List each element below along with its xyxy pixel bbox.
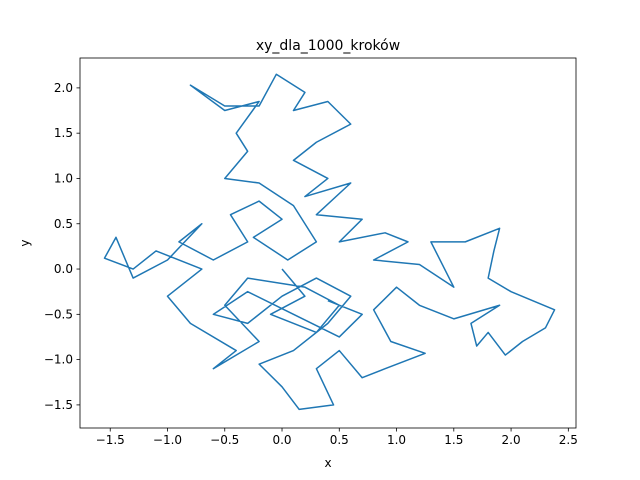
y-tick-label: −1.5 [44, 398, 73, 412]
data-line [103, 73, 556, 411]
x-tick-label: −1.0 [153, 433, 182, 447]
x-tick-label: 0.0 [272, 433, 291, 447]
y-tick-label: −0.5 [44, 307, 73, 321]
x-tick-label: 2.0 [502, 433, 521, 447]
x-tick-label: −1.5 [96, 433, 125, 447]
x-tick-label: 1.5 [444, 433, 463, 447]
chart-title: xy_dla_1000_kroków [256, 38, 400, 54]
plot-frame [79, 57, 577, 429]
x-axis-label: x [324, 456, 331, 470]
x-tick-label: −0.5 [210, 433, 239, 447]
y-tick-label: 1.5 [54, 126, 73, 140]
x-tick-label: 2.5 [559, 433, 578, 447]
y-tick-label: 0.0 [54, 262, 73, 276]
y-tick-label: 0.5 [54, 217, 73, 231]
y-tick-label: 1.0 [54, 171, 73, 185]
y-axis-label: y [18, 239, 32, 246]
y-tick-label: 2.0 [54, 81, 73, 95]
x-tick-label: 1.0 [387, 433, 406, 447]
y-tick-label: −1.0 [44, 353, 73, 367]
x-tick-label: 0.5 [330, 433, 349, 447]
